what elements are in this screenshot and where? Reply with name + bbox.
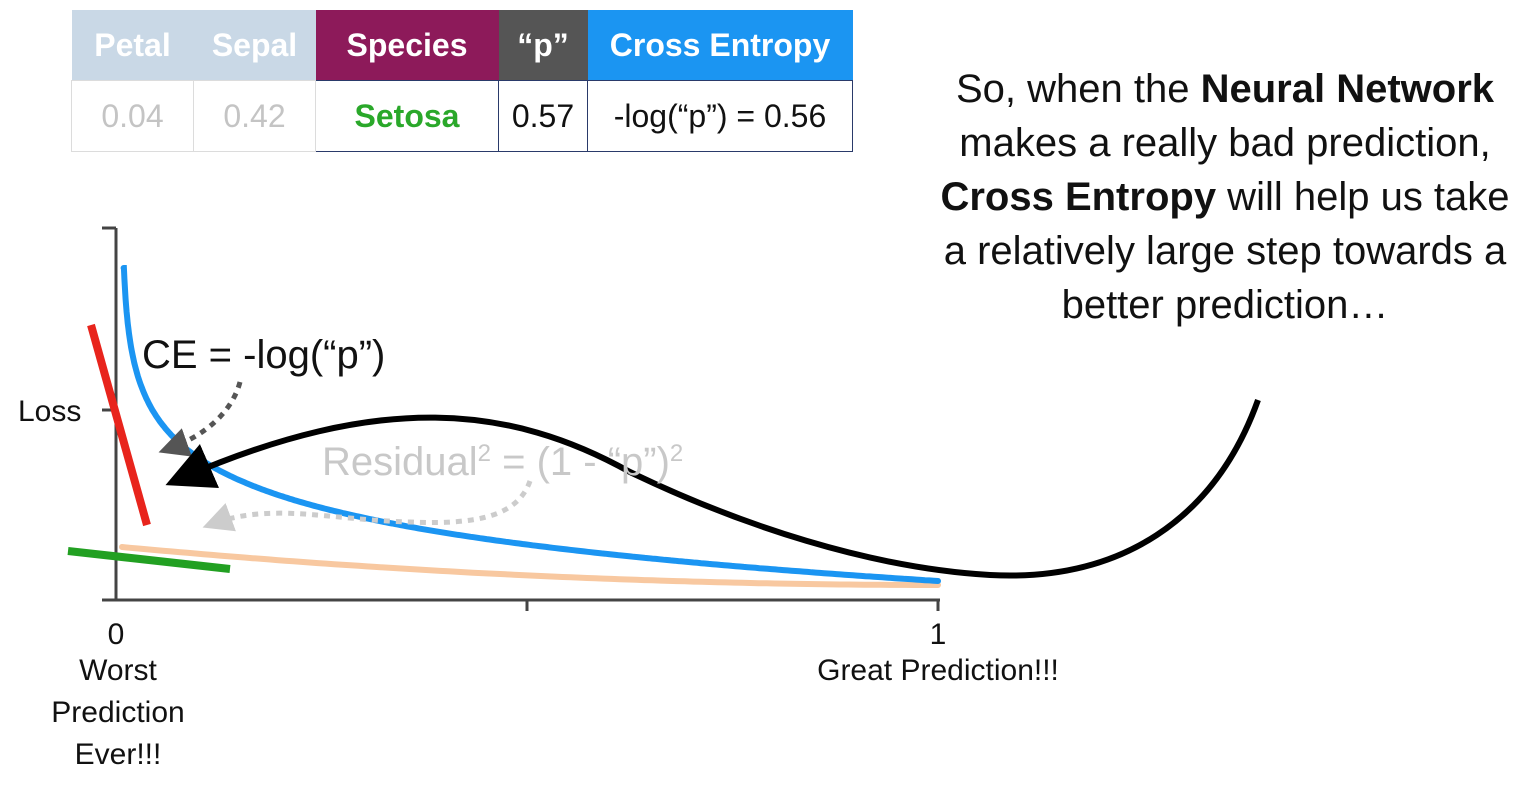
residual-squared-curve <box>119 544 941 588</box>
explanation-segment: Cross Entropy <box>940 175 1217 219</box>
header-p: “p” <box>498 10 588 81</box>
cell-cross-entropy: -log(“p”) = 0.56 <box>587 80 853 152</box>
x-tick-label-1: 1 <box>930 618 947 651</box>
table-header-row: Petal Sepal Species “p” Cross Entropy <box>71 10 853 81</box>
explanation-segment: will help us take a relatively large ste… <box>943 175 1510 327</box>
header-cross-entropy: Cross Entropy <box>587 10 853 81</box>
data-table: Petal Sepal Species “p” Cross Entropy 0.… <box>71 10 853 152</box>
y-axis-label: Loss <box>18 395 81 428</box>
explanation-segment: makes a really bad prediction, <box>959 121 1491 165</box>
cell-species: Setosa <box>315 80 499 152</box>
header-species: Species <box>315 10 499 81</box>
cross-entropy-curve <box>120 265 941 584</box>
ce-formula-label: CE = -log(“p”) <box>142 333 385 377</box>
explanation-text: So, when the Neural Network makes a real… <box>940 62 1510 332</box>
cross-entropy-slope-line <box>87 323 151 527</box>
residual-formula-mid: = (1 - “p”) <box>491 440 670 484</box>
residual-slope-line <box>67 547 231 573</box>
explanation-segment: Neural Network <box>1200 67 1495 111</box>
explanation-segment: So, when the <box>955 67 1201 111</box>
x-tick-label-0: 0 <box>108 618 125 651</box>
residual-formula-exp-2: 2 <box>670 440 683 467</box>
residual-formula-base: Residual <box>322 440 478 484</box>
great-prediction-caption: Great Prediction!!! <box>817 654 1059 687</box>
residual-formula-exp-1: 2 <box>478 440 491 467</box>
residual-label-pointer-arrow <box>202 480 533 532</box>
header-sepal: Sepal <box>193 10 316 81</box>
table-row: 0.04 0.42 Setosa 0.57 -log(“p”) = 0.56 <box>71 80 853 152</box>
header-petal: Petal <box>71 10 194 81</box>
residual-formula-label: Residual2 = (1 - “p”)2 <box>322 440 683 484</box>
worst-prediction-caption: Worst Prediction Ever!!! <box>51 654 185 771</box>
cell-p: 0.57 <box>498 80 588 152</box>
large-step-arrow <box>165 398 1261 579</box>
